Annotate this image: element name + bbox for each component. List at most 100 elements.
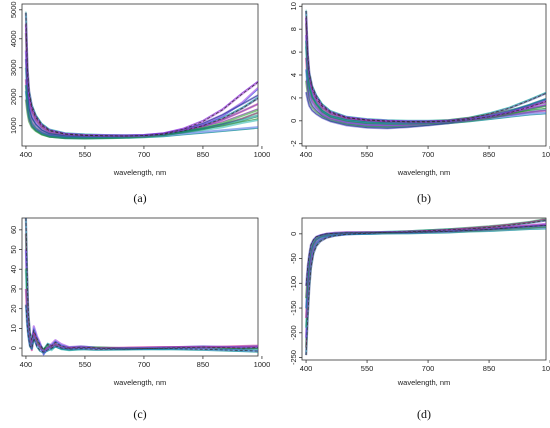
y-tick-label: 10 <box>9 324 18 332</box>
series-line <box>305 224 546 327</box>
y-tick-label: 50 <box>9 245 18 253</box>
x-tick-label: 700 <box>138 360 151 369</box>
x-tick-label: 1000 <box>542 150 550 159</box>
panel-b: 400 550 700 850 1000 -2 0 2 4 6 8 10 wavelength, nm (… <box>289 2 550 205</box>
series-line-dashed <box>305 225 546 286</box>
series-line <box>24 218 258 352</box>
series-line-dashed <box>25 304 258 353</box>
y-tick-label: -150 <box>289 301 298 316</box>
series-line <box>25 233 258 353</box>
y-tick-label: 4 <box>289 73 298 77</box>
x-tick-label: 1000 <box>542 364 550 373</box>
x-tick-label: 850 <box>197 360 210 369</box>
x-tick-label: 550 <box>361 150 374 159</box>
series-line <box>25 268 258 350</box>
y-tick-label: -2 <box>289 140 298 147</box>
series-line <box>24 233 258 354</box>
y-tick-label: 5000 <box>9 1 18 18</box>
series-line-dashed <box>305 220 546 356</box>
y-tick-label: 8 <box>289 27 298 31</box>
series-line <box>305 10 546 123</box>
plot-frame <box>21 217 259 357</box>
series-line <box>25 86 258 140</box>
series-line-dashed <box>25 24 258 137</box>
series-line <box>305 228 546 310</box>
x-tick-label: 700 <box>422 150 435 159</box>
series-line <box>305 224 546 318</box>
series-line <box>24 32 258 138</box>
series-line-dashed <box>25 218 258 351</box>
x-tick-label: 850 <box>197 150 210 159</box>
series-line <box>25 250 258 356</box>
y-tick-label: 60 <box>9 226 18 234</box>
y-tick-label: 2000 <box>9 88 18 105</box>
panel-a: 400 550 700 850 1000 1000 2000 3000 4000 5000 wave… <box>9 1 270 205</box>
y-tick-label: 2 <box>289 96 298 100</box>
series-bundle <box>305 218 546 356</box>
y-tick-label: 0 <box>289 119 298 123</box>
series-line-dashed <box>25 12 258 137</box>
panel-c: 400 550 700 850 1000 0 10 20 30 40 50 60 wavelength,… <box>9 217 270 421</box>
series-bundle <box>24 218 258 356</box>
series-line <box>305 223 546 318</box>
series-line <box>25 218 258 350</box>
series-line <box>305 40 546 125</box>
y-tick-label: 20 <box>9 305 18 313</box>
y-tick-label: 30 <box>9 285 18 293</box>
x-axis-label: wavelength, nm <box>397 378 451 387</box>
x-axis-label: wavelength, nm <box>113 378 167 387</box>
series-line <box>25 305 258 354</box>
series-line <box>305 226 546 309</box>
series-bundle <box>305 9 546 130</box>
x-tick-label: 550 <box>79 150 92 159</box>
x-axis-label: wavelength, nm <box>397 168 451 177</box>
series-line <box>305 218 546 348</box>
x-tick-label: 700 <box>422 364 435 373</box>
series-line <box>25 32 258 137</box>
y-tick-label: 4000 <box>9 30 18 47</box>
series-line <box>305 219 546 356</box>
y-tick-label: 6 <box>289 50 298 54</box>
series-line <box>305 224 546 339</box>
panel-caption: (a) <box>133 191 146 205</box>
y-tick-label: 3000 <box>9 59 18 76</box>
series-line <box>305 218 546 348</box>
series-line <box>24 269 258 352</box>
x-tick-label: 850 <box>483 364 496 373</box>
y-tick-label: -100 <box>289 276 298 291</box>
x-tick-label: 400 <box>300 150 313 159</box>
series-line <box>305 225 546 299</box>
y-tick-label: 10 <box>289 2 298 10</box>
y-tick-label: 0 <box>9 346 18 350</box>
series-line <box>305 16 546 122</box>
x-tick-label: 400 <box>20 360 33 369</box>
series-line <box>305 225 546 328</box>
x-tick-label: 850 <box>483 150 496 159</box>
series-line <box>305 9 546 121</box>
series-line <box>24 85 258 139</box>
y-tick-label: 0 <box>289 232 298 236</box>
panel-caption: (b) <box>417 191 431 205</box>
y-tick-label: -50 <box>289 253 298 264</box>
y-tick-label: 40 <box>9 265 18 273</box>
x-tick-label: 700 <box>138 150 151 159</box>
x-tick-label: 1000 <box>254 150 271 159</box>
x-axis-label: wavelength, nm <box>113 168 167 177</box>
series-bundle <box>24 11 258 140</box>
series-line <box>305 218 546 354</box>
series-line-dashed <box>305 10 546 122</box>
series-line <box>24 67 258 139</box>
panel-caption: (c) <box>133 407 146 421</box>
x-tick-label: 400 <box>300 364 313 373</box>
series-line <box>305 225 546 298</box>
panel-d: 400 550 700 850 1000 -250 -200 -150 -100 -50 0 wave… <box>289 217 550 421</box>
y-tick-label: 1000 <box>9 117 18 134</box>
x-tick-label: 400 <box>20 150 33 159</box>
series-line <box>24 249 258 356</box>
x-tick-label: 1000 <box>254 360 271 369</box>
series-line <box>305 222 546 338</box>
panel-caption: (d) <box>417 407 431 421</box>
plot-frame <box>21 3 259 147</box>
x-tick-label: 550 <box>79 360 92 369</box>
